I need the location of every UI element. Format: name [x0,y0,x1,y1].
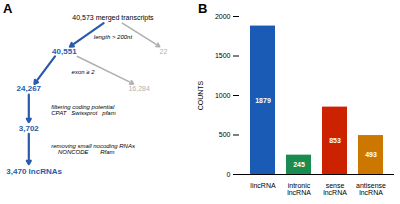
svg-text:introniclncRNA: introniclncRNA [287,182,311,196]
html-text:A: A [3,1,13,16]
svg-text:853: 853 [329,137,341,144]
svg-text:1500: 1500 [215,52,231,59]
svg-text:lincRNA: lincRNA [250,182,276,189]
svg-text:COUNTS: COUNTS [197,80,204,110]
svg-text:16,284: 16,284 [128,85,150,92]
svg-text:245: 245 [293,161,305,168]
svg-text:1000: 1000 [215,92,231,99]
svg-text:3,702: 3,702 [19,124,40,133]
svg-text:2000: 2000 [215,13,231,20]
svg-text:0: 0 [227,171,231,178]
html-text:B: B [198,1,208,16]
svg-text:senselncRNA: senselncRNA [323,182,347,196]
svg-text:3,470 lncRNAs: 3,470 lncRNAs [6,167,62,176]
svg-text:40,573 merged transcripts: 40,573 merged transcripts [72,14,154,22]
svg-text:filtering coding potentialCPAT: filtering coding potentialCPAT Swissprot… [51,104,115,116]
svg-text:removing small nocoding RNAs: removing small nocoding RNAs NONCODE Rfa… [51,143,135,155]
svg-text:24,267: 24,267 [17,84,42,93]
svg-text:40,551: 40,551 [52,47,77,56]
svg-text:1879: 1879 [255,97,271,104]
svg-text:length > 200nt: length > 200nt [94,34,133,40]
svg-text:exon ≥ 2: exon ≥ 2 [72,69,96,75]
svg-text:antisenselncRNA: antisenselncRNA [356,182,386,196]
svg-text:493: 493 [365,151,377,158]
svg-text:500: 500 [219,131,231,138]
svg-text:22: 22 [160,48,168,55]
